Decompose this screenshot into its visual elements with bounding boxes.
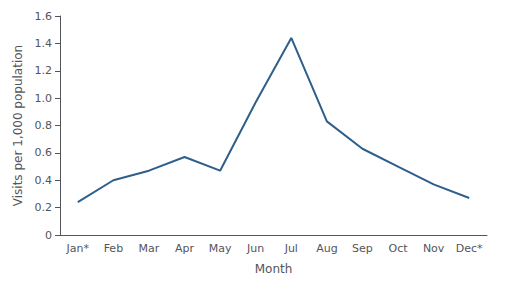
svg-text:Aug: Aug xyxy=(316,242,337,255)
svg-text:Jul: Jul xyxy=(284,242,298,255)
svg-text:Mar: Mar xyxy=(139,242,160,255)
svg-text:0.2: 0.2 xyxy=(35,201,53,214)
svg-text:Sep: Sep xyxy=(352,242,373,255)
svg-text:1.4: 1.4 xyxy=(35,37,53,50)
svg-text:Oct: Oct xyxy=(389,242,409,255)
svg-text:Month: Month xyxy=(255,262,293,276)
svg-text:Nov: Nov xyxy=(423,242,445,255)
svg-text:0: 0 xyxy=(45,229,52,242)
svg-text:0.6: 0.6 xyxy=(35,146,53,159)
svg-text:Jan*: Jan* xyxy=(66,242,90,255)
svg-text:1.0: 1.0 xyxy=(35,92,53,105)
svg-text:0.4: 0.4 xyxy=(35,174,53,187)
svg-text:0.8: 0.8 xyxy=(35,119,53,132)
svg-text:May: May xyxy=(209,242,232,255)
svg-text:Feb: Feb xyxy=(104,242,123,255)
svg-text:Apr: Apr xyxy=(175,242,195,255)
svg-text:Dec*: Dec* xyxy=(456,242,483,255)
svg-text:1.2: 1.2 xyxy=(35,64,53,77)
svg-text:Visits per 1,000 population: Visits per 1,000 population xyxy=(11,45,25,206)
svg-text:1.6: 1.6 xyxy=(35,10,53,23)
svg-text:Jun: Jun xyxy=(246,242,264,255)
